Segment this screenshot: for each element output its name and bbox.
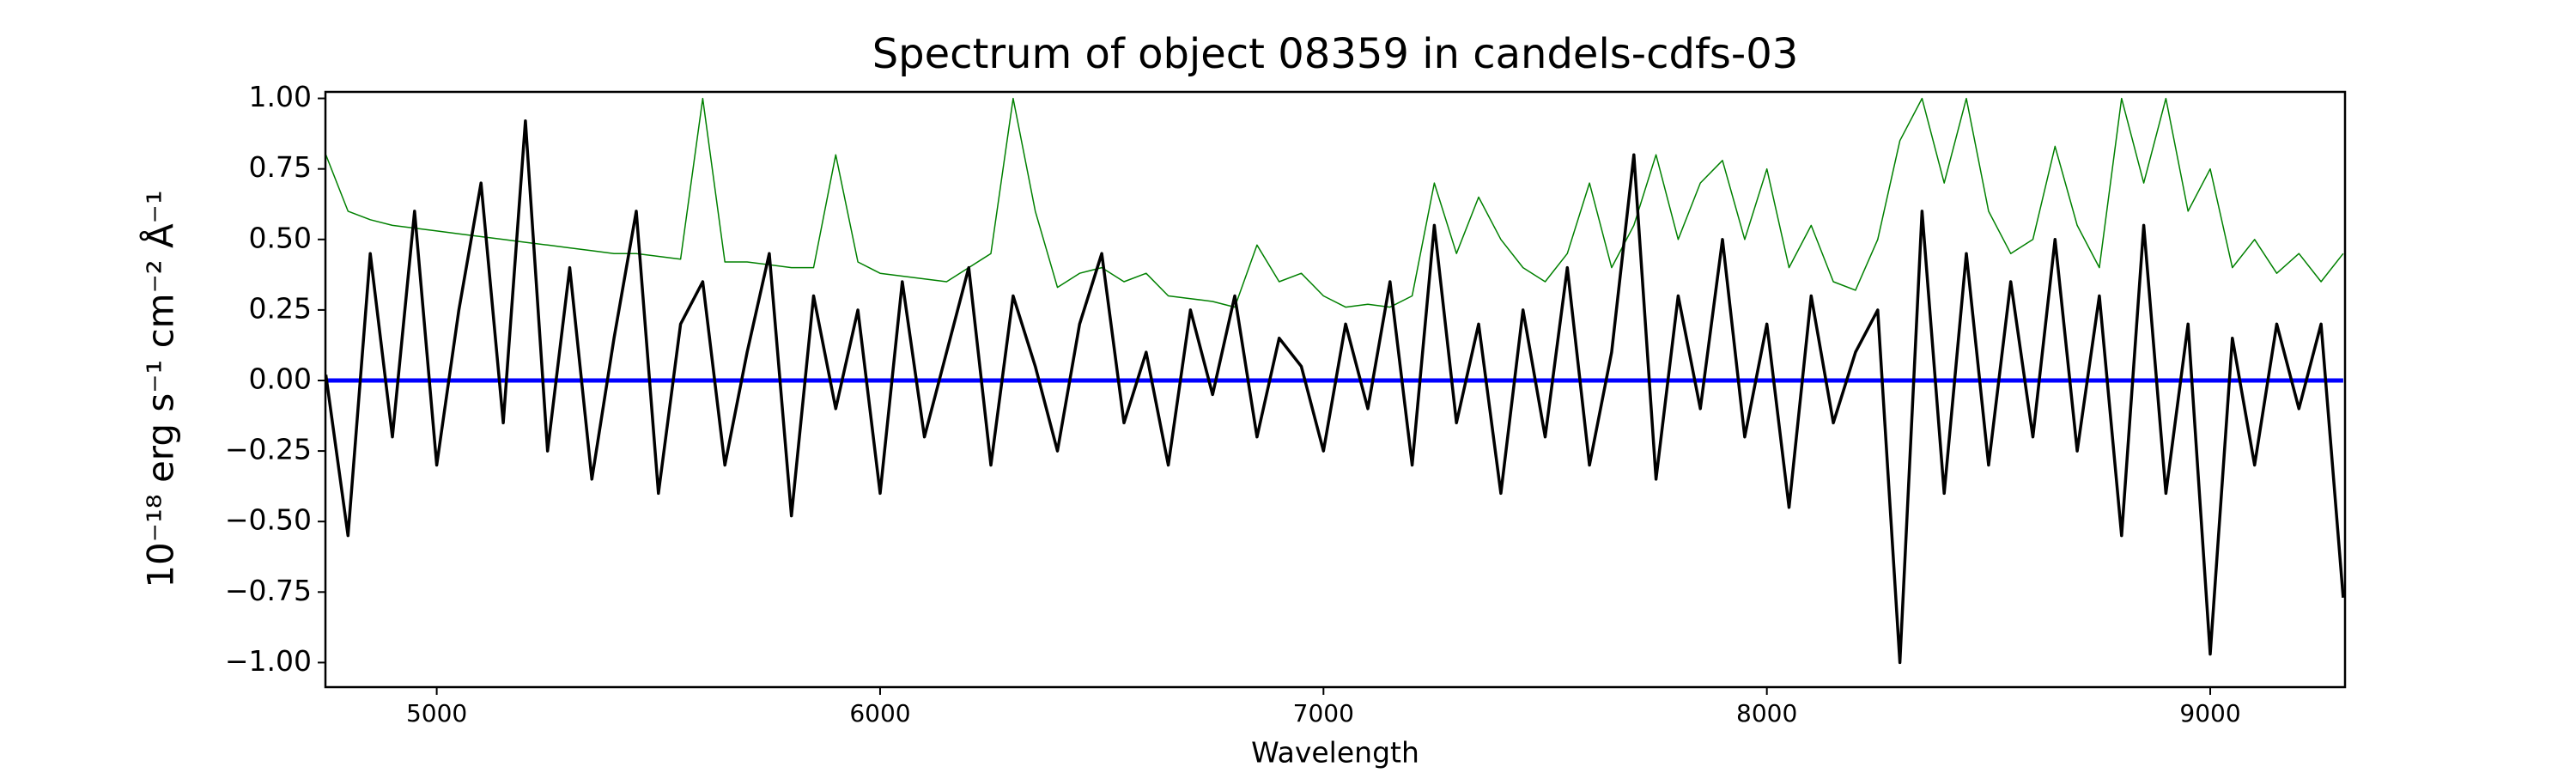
x-axis-label: Wavelength <box>1251 736 1419 770</box>
y-tick-label: 0.75 <box>249 150 312 184</box>
x-tick-label: 7000 <box>1293 699 1354 727</box>
y-axis-label: 10⁻¹⁸ erg s⁻¹ cm⁻² Å⁻¹ <box>139 190 182 587</box>
spectrum-line <box>325 97 2344 308</box>
x-tick-label: 8000 <box>1736 699 1797 727</box>
x-tick-label: 9000 <box>2179 699 2240 727</box>
spectrum-line <box>325 119 2345 665</box>
y-tick-label: 0.25 <box>249 291 312 325</box>
x-tick-label: 5000 <box>406 699 467 727</box>
y-tick-label: 1.00 <box>249 80 312 113</box>
chart-title: Spectrum of object 08359 in candels-cdfs… <box>872 30 1799 78</box>
plot-lines <box>325 97 2345 665</box>
y-tick-label: 0.00 <box>249 362 312 395</box>
x-tick-label: 6000 <box>849 699 910 727</box>
y-tick-label: −1.00 <box>225 644 312 678</box>
y-tick-label: −0.75 <box>225 574 312 607</box>
y-tick-label: 0.50 <box>249 221 312 254</box>
plot-frame <box>324 90 2347 689</box>
y-tick-label: −0.25 <box>225 433 312 466</box>
y-tick-label: −0.50 <box>225 503 312 537</box>
